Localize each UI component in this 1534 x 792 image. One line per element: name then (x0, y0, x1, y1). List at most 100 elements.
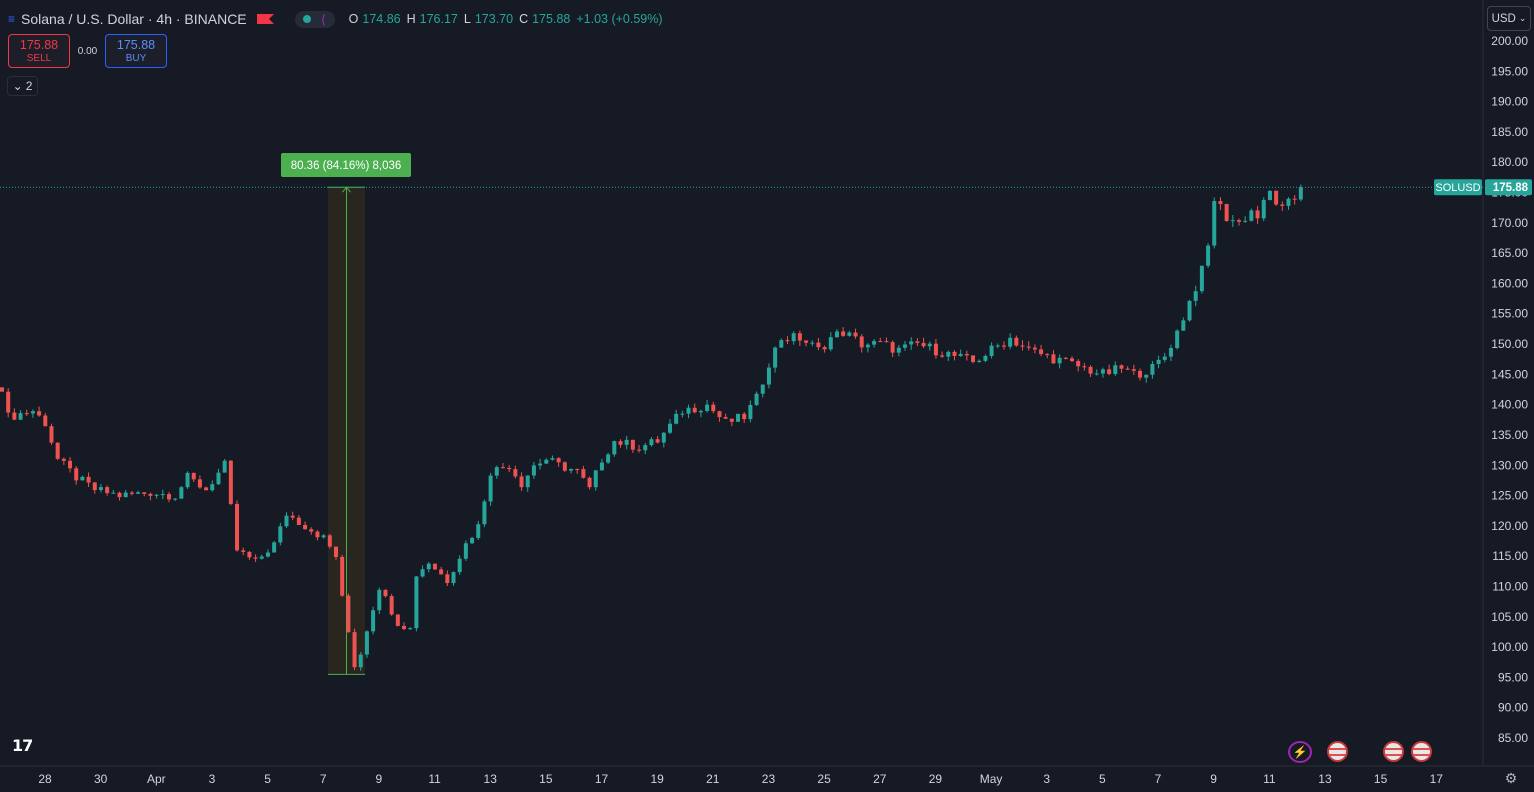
candle (92, 481, 97, 494)
ohlc-values: O 174.86 H 176.17 L 173.70 C 175.88 +1.03 (+… (349, 12, 665, 26)
candle-body (593, 470, 598, 488)
time-axis-label: 9 (1210, 772, 1217, 786)
candle (581, 465, 586, 479)
candle-body (1150, 363, 1155, 375)
status-pill[interactable]: ⟨ (294, 10, 335, 28)
candle (637, 444, 642, 453)
candle-body (1039, 349, 1044, 355)
price-axis[interactable]: 200.00195.00190.00185.00180.00175.00170.… (1491, 34, 1528, 745)
candle-body (247, 551, 252, 558)
price-range-measure[interactable]: 80.36 (84.16%) 8,036 (281, 153, 411, 675)
candle (983, 354, 988, 363)
candle (488, 472, 493, 506)
candle-body (432, 563, 437, 570)
candle (859, 334, 864, 353)
candle-body (296, 517, 301, 525)
candle (142, 492, 147, 497)
candle (519, 472, 524, 491)
candle-body (216, 472, 221, 485)
time-axis[interactable]: 28 30 Apr 3 5 7 9 11 13 15 17 19 21 23 25 27 29 May 3 5 7 9 11… (38, 772, 1443, 786)
candle-body (927, 343, 932, 347)
candle (705, 399, 710, 413)
candle-body (698, 410, 703, 413)
price-axis-label: 195.00 (1491, 64, 1528, 78)
candle (327, 533, 332, 549)
candle-body (890, 342, 895, 353)
candle-body (1008, 337, 1013, 347)
candle-body (55, 442, 60, 459)
time-axis-label: 3 (209, 772, 216, 786)
candle (98, 483, 103, 493)
candle-body (333, 546, 338, 557)
time-axis-label: 5 (1099, 772, 1106, 786)
tradingview-logo-icon[interactable]: 17 (12, 736, 33, 755)
currency-button[interactable]: USD ⌄ (1487, 6, 1531, 31)
us-event-icon[interactable] (1383, 741, 1404, 762)
candle (1261, 197, 1266, 222)
candle-body (1162, 356, 1167, 360)
candle-body (1230, 220, 1235, 222)
us-event-icon[interactable] (1411, 741, 1432, 762)
gear-icon[interactable]: ⚙ (1504, 770, 1518, 786)
candle-body (1113, 365, 1118, 374)
candle (1237, 218, 1241, 226)
symbol-tag-bg (1434, 179, 1482, 196)
candle (395, 614, 400, 627)
symbol-title[interactable]: Solana / U.S. Dollar · 4h · BINANCE (21, 11, 247, 27)
candle-body (445, 574, 450, 584)
candle (890, 340, 895, 358)
candle-body (1125, 368, 1130, 370)
candle (872, 338, 877, 348)
candle (1181, 317, 1186, 331)
candle (1286, 197, 1291, 210)
market-open-icon (303, 15, 312, 23)
candle (822, 345, 827, 353)
ohlc-low-value: 173.70 (474, 12, 514, 26)
candle (445, 570, 450, 586)
ohlc-low-key: L (463, 12, 471, 26)
indicators-collapse-button[interactable]: ⌄ 2 (7, 76, 38, 96)
candle-body (562, 462, 567, 471)
candle-body (995, 345, 1000, 347)
candle-body (241, 550, 246, 552)
candle (903, 341, 908, 351)
lightning-icon[interactable]: ⚡ (1288, 741, 1312, 763)
us-event-icon[interactable] (1327, 741, 1348, 762)
candle (921, 337, 926, 349)
candle-body (235, 503, 240, 551)
candle (235, 500, 240, 552)
candle-body (822, 347, 827, 350)
price-axis-label: 90.00 (1498, 701, 1528, 715)
flag-icon[interactable] (256, 13, 274, 25)
candle-body (766, 367, 771, 385)
candle (315, 530, 320, 541)
candle (191, 472, 196, 483)
candle (513, 465, 518, 479)
price-tag-value: 175.88 (1493, 182, 1529, 194)
candle (661, 432, 666, 448)
candle (958, 349, 963, 357)
candle (834, 329, 839, 338)
candle-body (748, 405, 753, 420)
candle (760, 384, 765, 398)
candle-body (711, 404, 716, 412)
candle (507, 465, 512, 473)
time-axis-label: 7 (1155, 772, 1162, 786)
candle (1138, 368, 1143, 381)
sell-button[interactable]: 175.88 SELL (8, 34, 70, 68)
candle-body (964, 353, 969, 356)
candle (129, 490, 134, 496)
candle (766, 363, 771, 389)
candle-body (185, 472, 190, 488)
candle-body (1063, 357, 1068, 359)
list-icon[interactable]: ≡ (8, 12, 16, 26)
candle (748, 400, 753, 423)
candle (426, 561, 431, 573)
candle-body (123, 492, 128, 498)
buy-button[interactable]: 175.88 BUY (105, 34, 167, 68)
candle (995, 343, 1000, 349)
candle-body (395, 614, 400, 626)
candle (346, 593, 351, 633)
price-axis-label: 190.00 (1491, 95, 1528, 109)
